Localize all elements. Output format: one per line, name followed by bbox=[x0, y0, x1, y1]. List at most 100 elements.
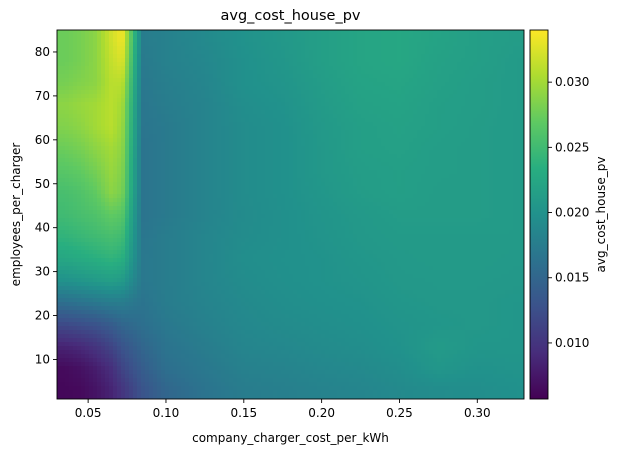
heatmap-cell bbox=[273, 122, 278, 127]
heatmap-cell bbox=[149, 106, 154, 111]
heatmap-cell bbox=[113, 86, 118, 91]
heatmap-cell bbox=[245, 118, 250, 123]
heatmap-cell bbox=[445, 54, 450, 59]
heatmap-cell bbox=[221, 86, 226, 91]
heatmap-cell bbox=[353, 138, 358, 143]
heatmap-cell bbox=[221, 150, 226, 155]
heatmap-cell bbox=[145, 62, 150, 67]
heatmap-cell bbox=[461, 146, 466, 151]
heatmap-cell bbox=[493, 34, 498, 39]
heatmap-cell bbox=[265, 198, 270, 203]
heatmap-cell bbox=[97, 182, 102, 187]
heatmap-cell bbox=[221, 66, 226, 71]
heatmap-cell bbox=[93, 94, 98, 99]
heatmap-cell bbox=[277, 142, 282, 147]
heatmap-cell bbox=[265, 90, 270, 95]
heatmap-cell bbox=[457, 150, 462, 155]
heatmap-cell bbox=[373, 54, 378, 59]
heatmap-cell bbox=[273, 66, 278, 71]
heatmap-cell bbox=[65, 102, 70, 107]
heatmap-cell bbox=[225, 66, 230, 71]
heatmap-cell bbox=[417, 130, 422, 135]
heatmap-cell bbox=[189, 58, 194, 63]
heatmap-cell bbox=[57, 126, 62, 131]
heatmap-cell bbox=[237, 154, 242, 159]
heatmap-cell bbox=[253, 54, 258, 59]
heatmap-cell bbox=[477, 82, 482, 87]
heatmap-cell bbox=[241, 194, 246, 199]
heatmap-cell bbox=[413, 194, 418, 199]
heatmap-cell bbox=[509, 154, 514, 159]
heatmap-cell bbox=[69, 178, 74, 183]
heatmap-cell bbox=[505, 166, 510, 171]
heatmap-cell bbox=[81, 50, 86, 55]
heatmap-cell bbox=[141, 170, 146, 175]
heatmap-cell bbox=[233, 86, 238, 91]
heatmap-cell bbox=[209, 62, 214, 67]
heatmap-cell bbox=[137, 138, 142, 143]
heatmap-cell bbox=[297, 150, 302, 155]
heatmap-cell bbox=[333, 110, 338, 115]
heatmap-cell bbox=[81, 46, 86, 51]
heatmap-cell bbox=[349, 138, 354, 143]
heatmap-cell bbox=[117, 102, 122, 107]
heatmap-cell bbox=[233, 194, 238, 199]
heatmap-cell bbox=[345, 142, 350, 147]
heatmap-cell bbox=[341, 74, 346, 79]
heatmap-cell bbox=[193, 190, 198, 195]
heatmap-cell bbox=[117, 42, 122, 47]
heatmap-cell bbox=[249, 110, 254, 115]
heatmap-cell bbox=[237, 86, 242, 91]
heatmap-cell bbox=[345, 86, 350, 91]
heatmap-cell bbox=[465, 126, 470, 131]
heatmap-cell bbox=[369, 62, 374, 67]
heatmap-cell bbox=[441, 174, 446, 179]
heatmap-cell bbox=[221, 134, 226, 139]
heatmap-cell bbox=[69, 170, 74, 175]
heatmap-cell bbox=[321, 94, 326, 99]
heatmap-cell bbox=[353, 110, 358, 115]
heatmap-cell bbox=[185, 90, 190, 95]
heatmap-cell bbox=[397, 42, 402, 47]
heatmap-cell bbox=[521, 114, 524, 119]
heatmap-cell bbox=[425, 102, 430, 107]
heatmap-cell bbox=[325, 170, 330, 175]
heatmap-cell bbox=[65, 170, 70, 175]
heatmap-cell bbox=[513, 174, 518, 179]
heatmap-cell bbox=[85, 98, 90, 103]
heatmap-cell bbox=[445, 86, 450, 91]
heatmap-cell bbox=[273, 34, 278, 39]
heatmap-cell bbox=[441, 146, 446, 151]
heatmap-cell bbox=[509, 162, 514, 167]
heatmap-cell bbox=[149, 78, 154, 83]
heatmap-cell bbox=[209, 134, 214, 139]
heatmap-cell bbox=[305, 198, 310, 203]
heatmap-cell bbox=[421, 58, 426, 63]
heatmap-cell bbox=[481, 174, 486, 179]
heatmap-cell bbox=[133, 194, 138, 199]
heatmap-cell bbox=[113, 66, 118, 71]
heatmap-cell bbox=[341, 126, 346, 131]
heatmap-cell bbox=[149, 150, 154, 155]
heatmap-cell bbox=[213, 154, 218, 159]
heatmap-cell bbox=[225, 166, 230, 171]
heatmap-cell bbox=[89, 118, 94, 123]
heatmap-cell bbox=[281, 106, 286, 111]
heatmap-cell bbox=[397, 122, 402, 127]
heatmap-cell bbox=[473, 142, 478, 147]
heatmap-cell bbox=[101, 118, 106, 123]
heatmap-cell bbox=[365, 30, 370, 35]
heatmap-cell bbox=[261, 118, 266, 123]
heatmap-cell bbox=[505, 34, 510, 39]
heatmap-cell bbox=[457, 62, 462, 67]
heatmap-cell bbox=[213, 78, 218, 83]
heatmap-cell bbox=[229, 66, 234, 71]
heatmap-cell bbox=[229, 54, 234, 59]
heatmap-cell bbox=[445, 46, 450, 51]
heatmap-cell bbox=[409, 182, 414, 187]
heatmap-cell bbox=[361, 146, 366, 151]
heatmap-cell bbox=[409, 142, 414, 147]
heatmap-cell bbox=[145, 114, 150, 119]
heatmap-cell bbox=[117, 70, 122, 75]
heatmap-cell bbox=[501, 94, 506, 99]
